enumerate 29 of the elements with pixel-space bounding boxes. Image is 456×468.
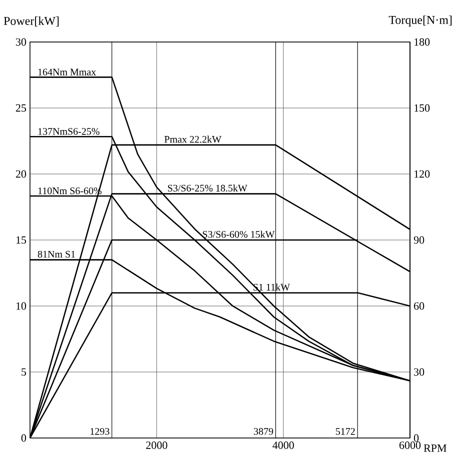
annotation: 81Nm S1 xyxy=(38,250,75,258)
ref-line-label: 1293 xyxy=(90,428,110,435)
y-tick-label: 30 xyxy=(16,38,26,46)
y-tick-label: 10 xyxy=(16,302,26,310)
y2-tick-label: 180 xyxy=(414,38,430,46)
y-tick-label: 20 xyxy=(16,170,26,178)
annotation: 164Nm Mmax xyxy=(38,68,96,76)
y2-tick-label: 0 xyxy=(414,434,419,442)
annotation: Pmax 22.2kW xyxy=(164,136,222,143)
x-tick-label: 6000 xyxy=(399,442,421,449)
y-tick-label: 5 xyxy=(22,368,26,376)
y2-tick-label: 30 xyxy=(414,368,424,376)
x-tick-label: 4000 xyxy=(272,442,294,449)
annotation: S3/S6-25% 18.5kW xyxy=(168,184,248,192)
annotation: 137NmS6-25% xyxy=(38,128,100,135)
x-tick-label: 2000 xyxy=(146,442,168,449)
x-axis-title: RPM xyxy=(424,444,446,452)
ref-line-label: 3879 xyxy=(254,428,274,435)
y2-tick-label: 60 xyxy=(414,302,424,310)
y-tick-label: 0 xyxy=(21,434,26,442)
annotation: S3/S6-60% 15kW xyxy=(202,230,275,238)
y2-tick-label: 90 xyxy=(414,236,424,244)
y-tick-label: 25 xyxy=(16,104,26,112)
y2-tick-label: 150 xyxy=(414,104,430,112)
y2-tick-label: 120 xyxy=(414,170,430,178)
y-tick-label: 15 xyxy=(16,236,26,244)
y-axis-title: Power[kW] xyxy=(4,16,59,26)
y2-axis-title: Torque[N·m] xyxy=(388,16,452,26)
ref-line-label: 5172 xyxy=(336,428,355,435)
